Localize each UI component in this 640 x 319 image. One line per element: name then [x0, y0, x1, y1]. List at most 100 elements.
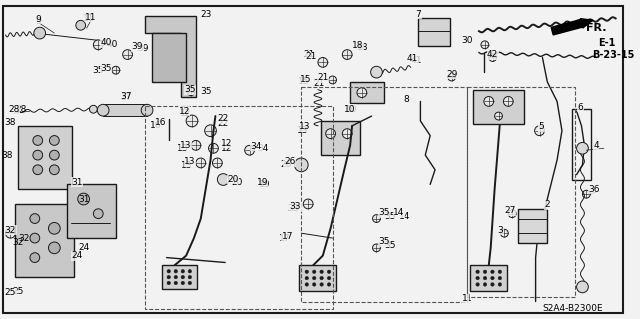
Circle shape [93, 209, 103, 219]
Text: 12: 12 [221, 144, 233, 153]
Circle shape [49, 222, 60, 234]
Text: 35: 35 [93, 66, 104, 75]
Text: 1: 1 [463, 294, 468, 303]
Circle shape [112, 66, 120, 74]
Circle shape [294, 158, 308, 172]
Text: 27: 27 [504, 206, 516, 215]
Text: 9: 9 [35, 17, 40, 26]
Text: 32: 32 [18, 234, 29, 242]
Text: 13: 13 [180, 141, 192, 150]
Circle shape [141, 104, 153, 116]
Text: 33: 33 [287, 204, 298, 213]
Circle shape [305, 276, 308, 280]
Text: 20: 20 [231, 178, 243, 187]
Circle shape [577, 281, 588, 293]
Circle shape [484, 97, 493, 106]
Circle shape [33, 165, 43, 174]
Circle shape [34, 27, 45, 39]
Text: 35: 35 [384, 241, 396, 250]
Text: FR.: FR. [586, 23, 606, 33]
Text: 16: 16 [155, 118, 166, 127]
Text: E-1: E-1 [598, 38, 616, 48]
Text: 22: 22 [218, 119, 228, 128]
Text: 41: 41 [411, 56, 422, 65]
Text: 35: 35 [378, 208, 390, 217]
Circle shape [188, 275, 191, 279]
Circle shape [167, 275, 170, 279]
Circle shape [483, 276, 487, 280]
Text: 32: 32 [12, 239, 24, 248]
Circle shape [162, 63, 172, 72]
Circle shape [93, 40, 103, 50]
Circle shape [97, 104, 109, 116]
Text: 11: 11 [84, 13, 96, 22]
Text: 32: 32 [4, 226, 16, 235]
Bar [103, 104, 147, 116]
Text: 21: 21 [314, 79, 324, 88]
Circle shape [33, 136, 43, 145]
Text: 21: 21 [303, 50, 315, 59]
Text: 15: 15 [298, 78, 309, 86]
Text: 16: 16 [150, 121, 162, 130]
Circle shape [481, 41, 489, 49]
Circle shape [476, 276, 479, 280]
Text: 35: 35 [384, 212, 396, 221]
Circle shape [534, 126, 545, 136]
Circle shape [305, 270, 308, 273]
Text: 18: 18 [357, 43, 369, 52]
Text: 38: 38 [1, 151, 12, 160]
Text: 10: 10 [344, 105, 356, 114]
Text: 34: 34 [257, 144, 269, 153]
Circle shape [30, 253, 40, 263]
Bar [473, 90, 524, 124]
Text: 26: 26 [280, 160, 292, 169]
Text: 14: 14 [399, 212, 410, 221]
Text: 9: 9 [35, 15, 40, 24]
Circle shape [167, 281, 170, 285]
Circle shape [205, 125, 216, 137]
Bar [470, 265, 508, 291]
Circle shape [188, 281, 191, 285]
Circle shape [326, 129, 335, 138]
Circle shape [157, 43, 166, 53]
Circle shape [167, 270, 170, 273]
Text: 30: 30 [461, 36, 473, 45]
Text: 31: 31 [71, 178, 83, 187]
Circle shape [76, 20, 86, 30]
Text: 21: 21 [305, 52, 317, 61]
Text: 17: 17 [282, 232, 293, 241]
Text: 29: 29 [446, 70, 458, 78]
Text: 6: 6 [578, 103, 584, 112]
Circle shape [312, 283, 316, 286]
Circle shape [187, 88, 195, 96]
Bar [15, 204, 74, 277]
Text: 15: 15 [300, 75, 311, 85]
Text: 21: 21 [317, 73, 328, 83]
Text: 39: 39 [138, 44, 149, 53]
Circle shape [508, 210, 516, 218]
Text: 7: 7 [415, 10, 421, 19]
Circle shape [305, 283, 308, 286]
Circle shape [191, 140, 201, 150]
Circle shape [174, 281, 177, 285]
Circle shape [30, 214, 40, 223]
Text: 13: 13 [297, 126, 308, 135]
Circle shape [371, 66, 382, 78]
Circle shape [489, 54, 497, 61]
Bar [518, 209, 547, 243]
Text: 35: 35 [378, 237, 390, 247]
Text: 33: 33 [290, 202, 301, 211]
Text: 18: 18 [352, 41, 364, 50]
Circle shape [448, 73, 456, 81]
Text: 36: 36 [588, 185, 600, 194]
Text: 25: 25 [12, 287, 24, 296]
Bar [67, 184, 116, 238]
Circle shape [342, 129, 352, 138]
Circle shape [181, 281, 184, 285]
Text: 40: 40 [106, 40, 118, 49]
Circle shape [498, 283, 502, 286]
Text: 35: 35 [184, 85, 196, 94]
Text: 4: 4 [593, 141, 599, 150]
Circle shape [504, 97, 513, 106]
Circle shape [320, 276, 323, 280]
